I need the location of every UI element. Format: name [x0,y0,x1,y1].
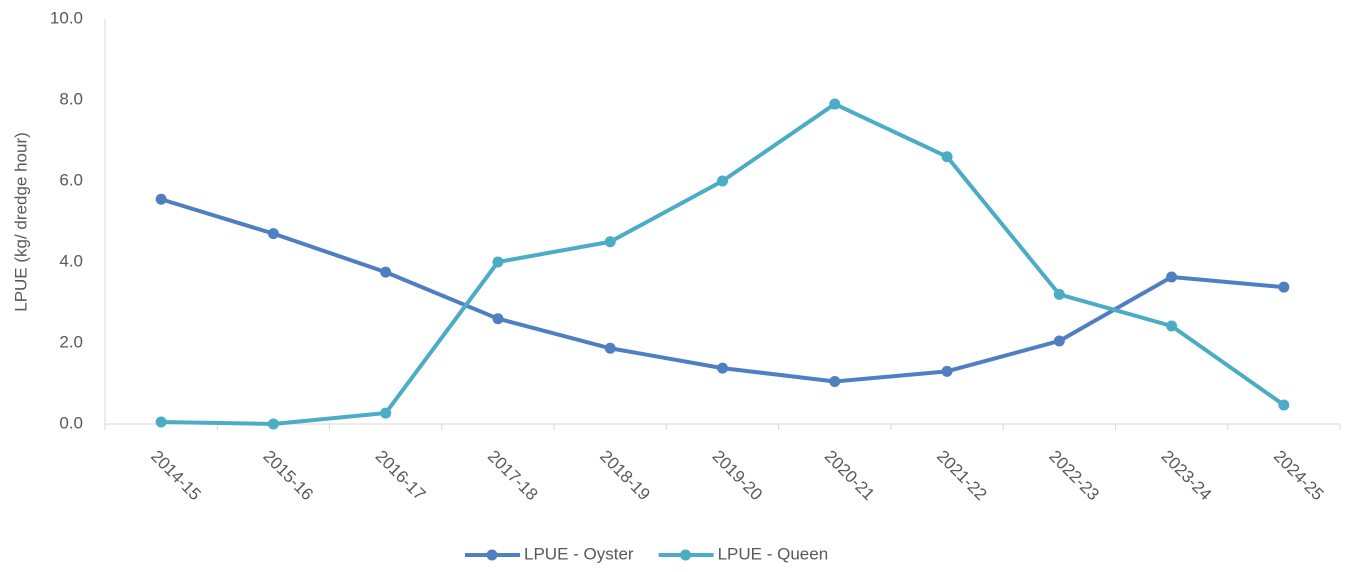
series-line [161,102,1286,426]
series-marker [492,256,504,268]
series-marker [1053,335,1065,347]
legend-marker [486,549,498,561]
legend-marker [680,549,692,561]
series-marker [604,236,616,248]
series-marker [1278,281,1290,293]
y-axis-label: LPUE (kg/ dredge hour) [11,132,30,312]
series-marker [829,98,841,110]
series-marker [492,313,504,325]
y-tick-label: 0.0 [59,413,83,432]
series-marker [717,362,728,374]
series-marker [1166,320,1178,332]
series-line [160,197,1285,384]
x-tick-label: 2015-16 [259,447,317,505]
series-marker [604,342,616,354]
y-tick-label: 8.0 [59,89,83,108]
x-tick-label: 2018-19 [596,447,654,505]
series-marker [941,365,953,377]
series-marker [380,266,392,278]
x-tick-label: 2014-15 [147,447,205,505]
x-tick-label: 2017-18 [484,447,542,505]
y-tick-label: 10.0 [50,8,83,27]
y-tick-label: 2.0 [59,332,83,351]
series-marker [267,418,279,430]
x-tick-label: 2021-22 [933,447,991,505]
legend-label: LPUE - Oyster [524,544,634,563]
series-marker [1278,399,1290,411]
x-tick-label: 2020-21 [821,447,879,505]
x-tick-label: 2024-25 [1270,447,1328,505]
y-tick-label: 6.0 [59,170,83,189]
series-marker [1166,271,1178,283]
series-marker [829,375,841,387]
series-marker [717,175,728,187]
y-tick-label: 4.0 [59,251,83,270]
series-marker [155,416,167,428]
series-marker [267,228,279,240]
legend-label: LPUE - Queen [718,544,829,563]
x-tick-label: 2019-20 [709,447,767,505]
x-tick-label: 2023-24 [1158,447,1216,505]
x-tick-label: 2016-17 [372,447,430,505]
series-marker [941,151,953,163]
series-marker [380,407,392,419]
x-tick-label: 2022-23 [1045,447,1103,505]
series-marker [155,193,167,205]
series-marker [1053,288,1065,300]
